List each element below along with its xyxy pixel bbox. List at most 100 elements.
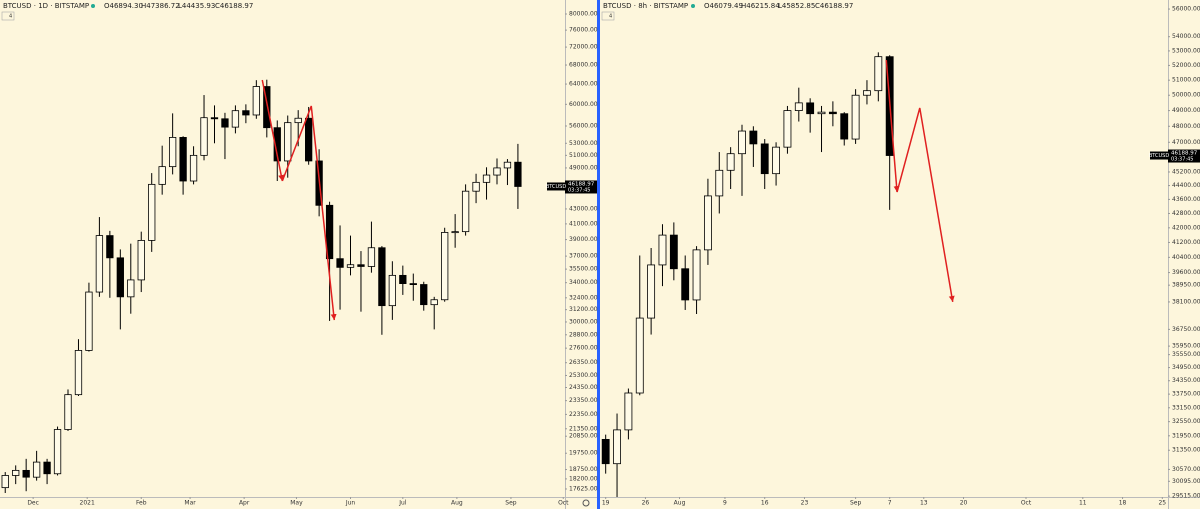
candle-body [613,429,621,465]
y-tick-label: 31350.00 [1172,447,1200,454]
drawn-arrow [281,105,337,321]
price-tag-box [1168,149,1200,163]
candle-body [1,475,9,489]
candle-body [85,291,93,351]
candle-body [273,127,281,162]
x-tick-label: 23 [801,500,809,507]
drawn-arrow [261,79,285,182]
candle-body [127,279,135,298]
y-tick-label: 50000.00 [1172,92,1200,99]
candle-body [336,258,344,268]
candle-body [851,94,860,140]
candle-body [148,183,156,241]
ohlc-value: C46188.97 [215,2,253,10]
candle-body [692,249,701,301]
y-tick-label: 51000.00 [1172,77,1200,84]
x-tick-label: 20 [960,500,968,507]
candle-body [64,394,72,430]
x-tick-label: Oct [1021,500,1032,507]
y-tick-label: 49000.00 [1172,107,1200,114]
drawn-arrow [896,107,955,303]
y-tick-label: 33750.00 [1172,391,1200,398]
candle-body [514,161,522,187]
y-tick-label: 44400.00 [1172,182,1200,189]
candle-body [840,113,849,140]
candle-body [399,274,407,284]
pane-separator[interactable] [597,0,600,509]
candle-body [794,102,803,111]
candle-body [482,174,491,183]
candle-body [863,90,871,96]
y-tick-label: 72000.00 [569,44,598,51]
candle-body [32,461,41,478]
candle-body [703,195,712,251]
symbol-tag-box [1150,151,1168,160]
y-tick-label: 51000.00 [569,152,598,159]
y-tick-label: 42000.00 [1172,224,1200,231]
x-tick-label: Jul [398,500,407,507]
candle-body [346,264,355,268]
y-tick-label: 32550.00 [1172,418,1200,425]
symbol-tag: BTCUSD [546,184,567,190]
collapse-button[interactable] [601,11,615,21]
candle-body [874,56,883,92]
candle-body [420,284,428,306]
y-tick-label: 29515.00 [1172,493,1200,500]
candle-body [461,190,470,233]
price-tag-countdown: 03:37:45 [568,187,590,193]
y-tick-label: 30570.00 [1172,466,1200,473]
y-tick-label: 54000.00 [1172,33,1200,40]
status-dot [691,4,695,8]
y-tick-label: 36750.00 [1172,326,1200,333]
candle-body [378,247,386,307]
y-tick-label: 27600.00 [569,345,598,352]
x-tick-label: 7 [888,500,892,507]
y-tick-label: 31200.00 [569,306,598,313]
x-tick-label: Feb [136,500,147,507]
y-tick-label: 20850.00 [569,433,598,440]
y-tick-label: 25300.00 [569,372,598,379]
price-tag-box [565,180,597,194]
candle-body [284,122,292,162]
y-tick-label: 76000.00 [569,27,598,34]
y-tick-label: 31950.00 [1172,432,1200,439]
candle-body [760,143,769,175]
candle-body [503,161,512,169]
candle-body [806,102,815,115]
candle-body [715,169,724,197]
x-tick-label: Oct [558,500,569,507]
y-tick-label: 53000.00 [1172,47,1200,54]
x-tick-label: Sep [850,500,862,507]
x-tick-label: 16 [761,500,769,507]
candle-body [367,247,376,267]
y-tick-label: 68000.00 [569,62,598,69]
candle-body [451,231,459,234]
price-tag-value: 46188.97 [1171,151,1198,157]
candle-body [43,461,51,475]
collapse-count: 4 [9,14,12,20]
y-tick-label: 40400.00 [1172,254,1200,261]
y-tick-label: 35550.00 [1172,351,1200,358]
candle-body [493,167,501,176]
y-tick-label: 39000.00 [569,236,598,243]
candle-body [137,239,145,281]
ohlc-value: O46894.30 [104,2,143,10]
y-tick-label: 53000.00 [569,140,598,147]
candle-body [325,204,334,260]
y-tick-label: 41000.00 [569,220,598,227]
candle-body [738,130,746,155]
x-tick-label: Aug [674,500,686,507]
collapse-button[interactable] [1,11,15,21]
x-tick-label: Jun [345,500,356,507]
candle-body [783,110,792,148]
y-tick-label: 38100.00 [1172,298,1200,305]
collapse-count: 4 [609,14,612,20]
ohlc-value: L45852.85 [778,2,815,10]
candle-body [242,110,250,116]
settings-icon[interactable] [582,499,590,507]
x-tick-label: 26 [642,500,650,507]
y-tick-label: 80000.00 [569,11,598,18]
y-tick-label: 28800.00 [569,331,598,338]
y-tick-label: 21350.00 [569,425,598,432]
